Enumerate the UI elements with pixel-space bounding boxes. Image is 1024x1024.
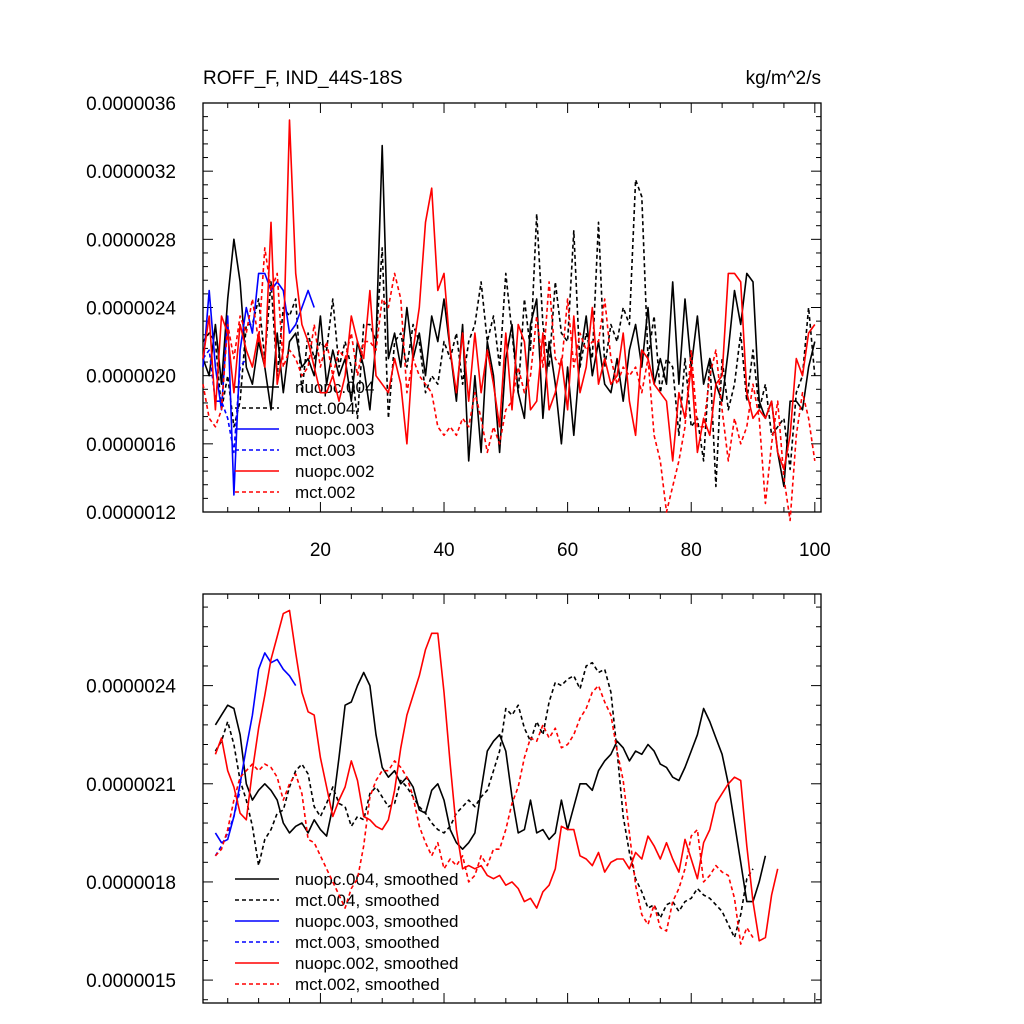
series-line-mct-003 — [202, 349, 247, 454]
y-tick-label: 0.0000032 — [86, 162, 176, 183]
y-tick-label: 0.0000028 — [86, 230, 176, 251]
series-line-nuopc-004-smoothed — [214, 671, 767, 903]
series-line-mct-003-smoothed — [214, 790, 241, 857]
y-tick-label: 0.0000018 — [86, 873, 176, 894]
series-line-nuopc-002-smoothed — [214, 609, 779, 942]
y-tick-label: 0.0000020 — [86, 367, 176, 388]
legend-label: nuopc.003 — [295, 420, 374, 439]
y-tick-label: 0.0000021 — [86, 775, 176, 796]
legend-label: mct.003 — [295, 441, 355, 460]
series-line-mct-002 — [202, 247, 816, 522]
bottom-panel: 0.0000015 0.0000018 0.0000021 0.0000024 nuop… — [86, 593, 822, 1004]
series-line-nuopc-002 — [202, 119, 816, 471]
legend-label: mct.002, smoothed — [295, 975, 440, 994]
legend-label: mct.002 — [295, 483, 355, 502]
x-tick-label: 60 — [557, 540, 578, 561]
x-tick-label: 40 — [433, 540, 454, 561]
y-tick-label: 0.0000024 — [86, 299, 176, 320]
units-label: kg/m^2/s — [746, 68, 821, 89]
legend-label: mct.004, smoothed — [295, 891, 440, 910]
legend-label: nuopc.004, smoothed — [295, 870, 459, 889]
y-tick-label: 0.0000024 — [86, 677, 176, 698]
top-panel: ROFF_F, IND_44S-18S kg/m^2/s 20 40 60 80 100… — [86, 68, 830, 561]
y-tick-label: 0.0000012 — [86, 503, 176, 524]
legend-label: nuopc.003, smoothed — [295, 912, 459, 931]
y-tick-label: 0.0000015 — [86, 971, 176, 992]
series-line-mct-004 — [202, 178, 816, 488]
series-line-mct-002-smoothed — [214, 684, 754, 945]
x-tick-label: 20 — [310, 540, 331, 561]
x-tick-label: 100 — [799, 540, 831, 561]
series-line-nuopc-003-smoothed — [214, 652, 297, 844]
chart-title: ROFF_F, IND_44S-18S — [203, 68, 403, 89]
legend-label: nuopc.002, smoothed — [295, 954, 459, 973]
y-tick-label: 0.0000016 — [86, 435, 176, 456]
legend-label: mct.004 — [295, 399, 355, 418]
y-tick-label: 0.0000036 — [86, 94, 176, 115]
plot-frame — [202, 593, 822, 1004]
legend-label: nuopc.002 — [295, 462, 374, 481]
x-tick-label: 80 — [681, 540, 702, 561]
legend-label: mct.003, smoothed — [295, 933, 440, 952]
